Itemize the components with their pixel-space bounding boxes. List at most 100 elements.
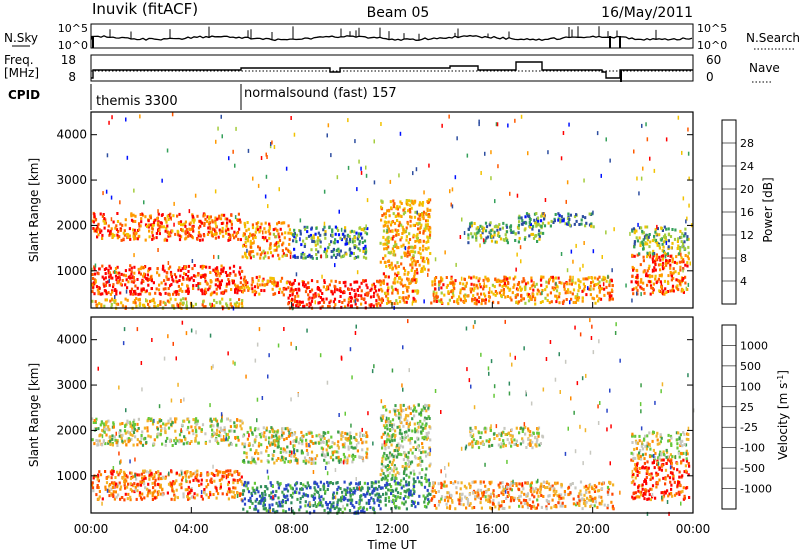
power-cell-r4	[253, 293, 256, 297]
power-cell-r7	[417, 251, 420, 255]
velocity-cell-r3	[305, 510, 308, 514]
power-cell-r1	[142, 274, 145, 278]
power-cell-r9	[565, 282, 569, 286]
power-cell-r4	[261, 283, 264, 287]
power-cell-r2	[202, 300, 205, 304]
power-cell-r7	[383, 212, 386, 216]
velocity-cell-r1	[156, 482, 160, 486]
power-cell-r2	[181, 301, 184, 305]
velocity-cell-r4	[295, 459, 298, 463]
power-cell-r8	[407, 271, 410, 275]
power-cell-r0	[148, 235, 151, 239]
power-cell-r9	[433, 299, 436, 303]
velocity-cell-r2	[251, 459, 254, 463]
velocity-cell-r5	[424, 450, 427, 454]
power-cell-r6	[319, 240, 322, 244]
power-cell-r0	[163, 225, 166, 229]
power-cell-r7	[416, 232, 419, 236]
power-cell-r9	[558, 280, 561, 284]
velocity-cell-r2	[289, 428, 292, 432]
power-scatter-cell	[463, 231, 466, 235]
power-cell-r13	[653, 252, 656, 255]
power-cell-r1	[220, 268, 223, 272]
velocity-cell-r5	[393, 438, 396, 442]
power-cell-r7	[383, 220, 386, 224]
velocity-cell-r3	[360, 498, 363, 502]
station-title: Inuvik (fitACF)	[92, 0, 198, 18]
power-scatter-cell	[646, 137, 649, 142]
power-cell-r9	[555, 294, 558, 298]
power-cell-r1	[97, 292, 100, 296]
power-cell-r13	[638, 236, 641, 240]
power-cell-r12	[676, 284, 679, 288]
velocity-cell-r0	[159, 424, 162, 428]
power-cell-r9	[498, 283, 501, 287]
power-cell-r7	[427, 260, 430, 264]
velocity-cell-r1	[189, 471, 192, 474]
power-cell-r5	[328, 301, 331, 305]
velocity-cell-r0	[219, 434, 222, 438]
power-cell-r6	[305, 236, 308, 240]
power-cell-r13	[658, 244, 661, 248]
power-cell-r10	[488, 223, 491, 227]
power-cell-r1	[167, 287, 170, 290]
velocity-cell-r3	[259, 501, 262, 505]
power-cell-r7	[402, 212, 405, 216]
velocity-cell-r2	[283, 460, 286, 464]
velocity-cell-r5	[392, 458, 395, 462]
power-cell-r6	[360, 228, 363, 231]
velocity-cell-r3	[281, 490, 284, 494]
velocity-cell-r0	[223, 427, 226, 431]
power-cell-r8	[394, 272, 397, 276]
velocity-cell-r5	[406, 458, 409, 462]
power-colorbar-label-4: 12	[740, 229, 754, 242]
power-scatter-cell	[451, 204, 454, 209]
power-panel-frame	[90, 111, 694, 309]
velocity-cell-r5	[382, 454, 385, 458]
power-cell-r2	[225, 302, 228, 306]
power-cell-r1	[104, 276, 107, 280]
velocity-cell-r1	[222, 471, 225, 475]
velocity-cell-r6	[394, 495, 397, 499]
velocity-cell-r5	[386, 464, 389, 467]
power-cell-r6	[293, 247, 296, 251]
power-cell-r5	[355, 297, 358, 301]
velocity-cell-r0	[194, 421, 197, 425]
power-cell-r9	[514, 295, 517, 299]
velocity-cell-r5	[398, 452, 401, 456]
power-cell-r12	[654, 274, 657, 278]
power-cell-r2	[117, 302, 120, 306]
power-cell-r13	[655, 232, 658, 236]
power-cell-r10	[514, 239, 517, 242]
velocity-cell-r5	[401, 439, 404, 443]
velocity-cell-r2	[254, 461, 258, 465]
power-cell-r13	[652, 249, 655, 253]
velocity-cell-r1	[232, 490, 235, 494]
power-cell-r4	[273, 283, 276, 287]
power-scatter-cell	[427, 272, 429, 277]
power-cell-r2	[98, 301, 101, 305]
power-cell-r11	[566, 222, 569, 226]
power-cell-r0	[97, 222, 100, 226]
power-cell-r9	[571, 278, 574, 282]
velocity-cell-r0	[176, 439, 179, 443]
power-cell-r1	[116, 265, 119, 269]
power-cell-r1	[113, 289, 116, 292]
velocity-cell-r0	[95, 427, 98, 431]
velocity-cell-r3	[336, 500, 339, 504]
power-cell-r9	[464, 284, 468, 288]
power-cell-r4	[278, 287, 281, 291]
velocity-cell-r1	[95, 493, 98, 497]
power-cell-r0	[219, 231, 222, 235]
velocity-cell-r5	[386, 468, 389, 471]
power-cell-r1	[93, 292, 96, 296]
power-cell-r1	[186, 277, 190, 281]
power-scatter-cell	[448, 114, 450, 119]
velocity-cell-r0	[129, 424, 132, 428]
velocity-cell-r0	[166, 436, 169, 440]
power-cell-r2	[143, 305, 146, 309]
power-cell-r7	[408, 208, 411, 211]
power-cell-r9	[443, 293, 446, 297]
velocity-cell-r1	[96, 477, 99, 481]
power-cell-r4	[256, 285, 260, 289]
